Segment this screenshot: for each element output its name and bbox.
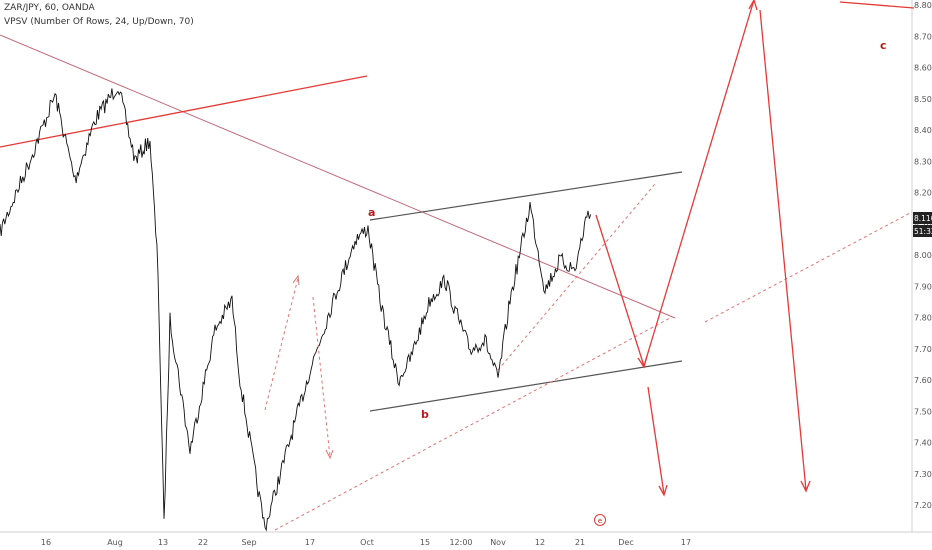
x-tick-label: 15	[420, 538, 430, 547]
y-tick-label: 8.300	[914, 157, 932, 166]
y-tick-labels: 8.800 8.700 8.600 8.500 8.400 8.300 8.200 8.100…	[914, 1, 932, 510]
channel-lower-line[interactable]	[369, 360, 683, 412]
symbol-title: ZAR/JPY, 60, OANDA	[4, 3, 95, 13]
y-tick-label: 8.700	[914, 32, 932, 41]
dashed-channel-line[interactable]	[497, 183, 656, 371]
y-tick-label: 7.500	[914, 407, 932, 416]
wave-label-c: c	[880, 39, 887, 52]
dashed-arrow-down[interactable]	[312, 296, 334, 460]
y-tick-label: 7.200	[914, 501, 932, 510]
indicator-title: VPSV (Number Of Rows, 24, Up/Down, 70)	[4, 17, 194, 27]
y-tick-label: 8.800	[914, 1, 932, 10]
price-series-line	[0, 88, 592, 532]
wave-label-b: b	[421, 408, 429, 421]
svg-text:8.110: 8.110	[914, 214, 932, 223]
dashed-arrow-up[interactable]	[264, 274, 300, 411]
y-tick-label: 8.100	[914, 220, 932, 229]
dashed-support-line[interactable]	[274, 317, 671, 531]
y-tick-label: 8.600	[914, 64, 932, 73]
svg-text:e: e	[598, 517, 602, 525]
y-tick-label: 8.400	[914, 126, 932, 135]
y-tick-label: 7.400	[914, 439, 932, 448]
x-tick-label: 17	[305, 538, 315, 547]
y-tick-label: 7.700	[914, 345, 932, 354]
x-tick-label: 22	[198, 538, 208, 547]
y-tick-label: 8.000	[914, 251, 932, 260]
x-tick-label: 17	[681, 538, 691, 547]
y-tick-label: 8.200	[914, 189, 932, 198]
x-tick-label: Aug	[107, 538, 123, 547]
x-tick-label: Nov	[490, 538, 506, 547]
top-right-trendline[interactable]	[839, 1, 915, 9]
price-axis	[912, 0, 932, 532]
x-tick-label: 12:00	[449, 538, 472, 547]
wave-label-e: e	[594, 514, 606, 526]
x-tick-label: 12	[535, 538, 545, 547]
descending-trendline[interactable]	[0, 34, 676, 319]
projection-arrow-2[interactable]	[643, 0, 758, 367]
y-tick-label: 7.600	[914, 376, 932, 385]
y-tick-label: 7.900	[914, 282, 932, 291]
x-tick-label: Sep	[241, 538, 256, 547]
wave-label-a: a	[368, 206, 375, 219]
projection-arrow-1[interactable]	[595, 214, 648, 369]
x-tick-label: 13	[158, 538, 168, 547]
dashed-support-line-right[interactable]	[704, 211, 913, 323]
projection-arrow-4[interactable]	[647, 386, 668, 497]
x-tick-label: 16	[41, 538, 51, 547]
projection-arrow-3[interactable]	[759, 9, 811, 493]
rising-trendline-red[interactable]	[0, 75, 368, 148]
channel-upper-line[interactable]	[369, 171, 683, 221]
countdown-tag: 51:32	[913, 225, 932, 237]
y-tick-label: 7.300	[914, 470, 932, 479]
x-tick-label: Oct	[360, 538, 374, 547]
x-tick-labels: 16 Aug 13 22 Sep 17 Oct 15 12:00 Nov 12 21 Dec 17	[41, 538, 691, 547]
y-tick-label: 7.800	[914, 314, 932, 323]
last-price-tag: 8.110	[913, 212, 932, 224]
svg-text:51:32: 51:32	[914, 227, 932, 236]
x-tick-label: 21	[575, 538, 585, 547]
y-tick-label: 8.500	[914, 95, 932, 104]
x-tick-label: Dec	[618, 538, 633, 547]
